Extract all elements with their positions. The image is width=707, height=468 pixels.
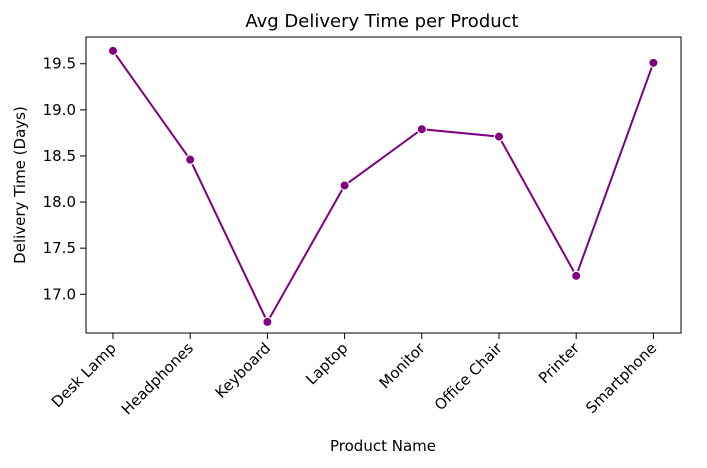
x-tick-label: Smartphone	[582, 339, 660, 417]
data-point	[493, 131, 505, 142]
data-point	[184, 154, 196, 165]
plot-frame	[85, 36, 682, 334]
data-point	[416, 124, 427, 135]
x-tick-label: Headphones	[118, 339, 197, 418]
data-point	[107, 45, 119, 57]
x-tick-label: Office Chair	[431, 339, 507, 415]
data-point	[339, 180, 350, 191]
x-tick-label: Keyboard	[212, 339, 275, 402]
series-line	[112, 50, 655, 325]
y-tick-label: 17.0	[43, 285, 76, 303]
x-tick-label: Desk Lamp	[48, 339, 120, 411]
y-tick-label: 18.5	[43, 147, 76, 165]
y-tick-label: 18.0	[43, 193, 76, 211]
x-tick-label: Printer	[535, 339, 584, 388]
x-axis-label: Product Name	[330, 437, 436, 455]
data-point	[648, 57, 659, 69]
y-axis-label: Delivery Time (Days)	[11, 106, 29, 264]
x-tick-label: Laptop	[302, 339, 351, 388]
y-tick-label: 17.5	[43, 239, 76, 257]
y-axis-ticks: 17.0 17.5 18.0 18.5 19.0 19.5	[43, 55, 86, 303]
y-tick-label: 19.0	[43, 101, 76, 119]
data-point	[571, 270, 582, 282]
data-point	[262, 316, 273, 328]
y-tick-label: 19.5	[43, 55, 76, 73]
data-points	[107, 45, 659, 328]
x-tick-label: Monitor	[376, 339, 430, 393]
chart-title: Avg Delivery Time per Product	[245, 11, 518, 32]
